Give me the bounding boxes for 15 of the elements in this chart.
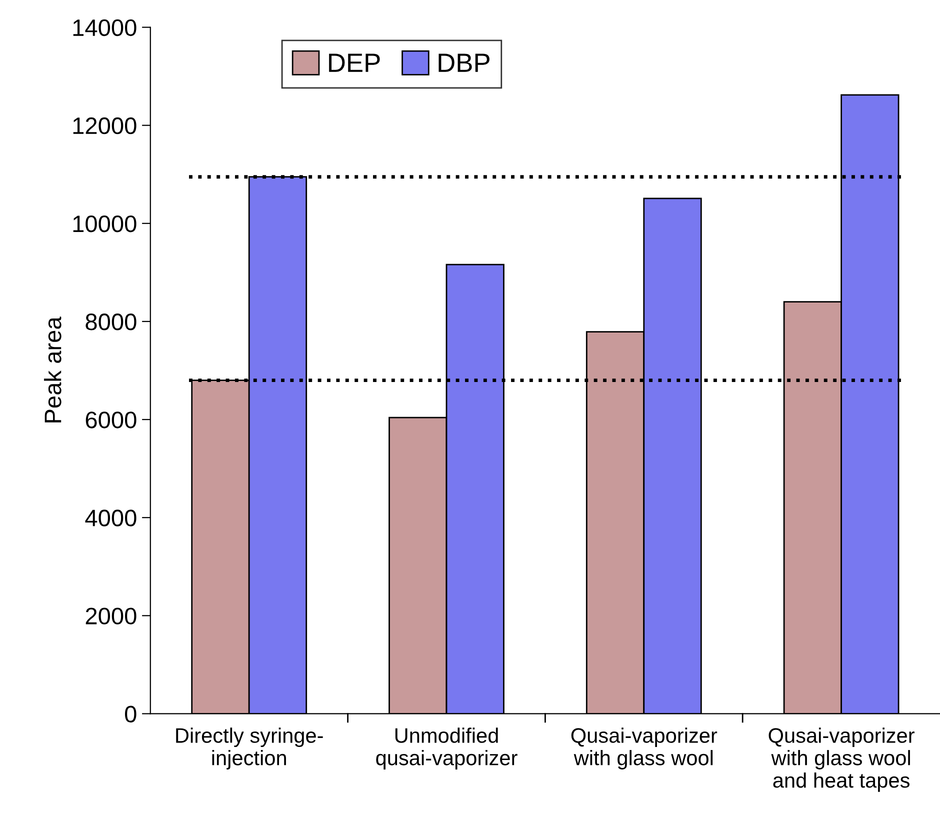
y-tick-label: 12000	[73, 117, 136, 134]
x-tick-label: Unmodified qusai-vaporizer	[376, 728, 518, 770]
y-tick-label: 14000	[73, 19, 136, 36]
y-tick-label: 2000	[86, 608, 136, 624]
y-tick-label: 10000	[73, 215, 136, 232]
y-tick-label: 8000	[86, 314, 136, 330]
y-tick-label: 6000	[86, 412, 136, 428]
y-tick-label: 0	[125, 706, 136, 722]
legend-label: DBP	[438, 54, 490, 72]
y-axis-title: Peak area	[44, 316, 62, 422]
x-tick-label: Qusai-vaporizer with glass wool	[571, 728, 718, 770]
x-tick-label: Directly syringe- injection	[176, 728, 323, 770]
y-tick-label: 4000	[85, 510, 136, 526]
legend-label: DEP	[329, 54, 380, 72]
x-tick-label: Qusai-vaporizer with glass wool and heat tapes	[768, 728, 914, 792]
